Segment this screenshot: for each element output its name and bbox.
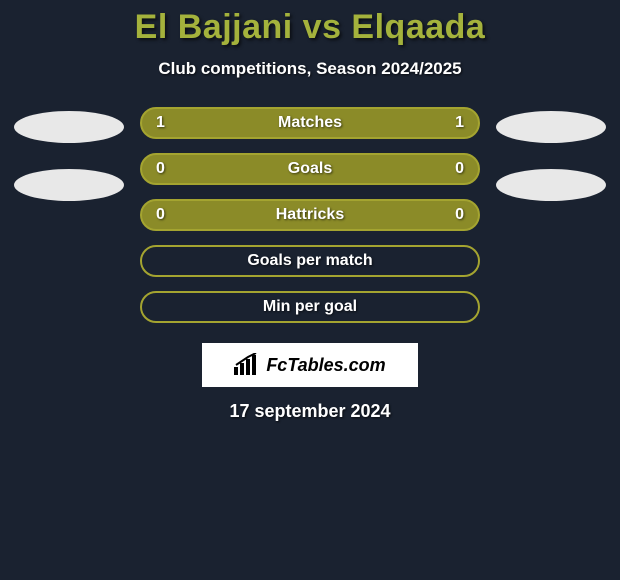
stat-bar: 1Matches1 <box>140 107 480 139</box>
stat-label: Matches <box>165 114 455 132</box>
brand-badge[interactable]: FcTables.com <box>202 343 418 387</box>
team-left-logos <box>14 107 124 201</box>
comparison-area: 1Matches10Goals00Hattricks0Goals per mat… <box>14 107 606 323</box>
stat-content: 1Matches1 <box>142 109 478 137</box>
stat-value-right: 0 <box>455 160 464 178</box>
team-left-logo-2 <box>14 169 124 201</box>
stat-bar: 0Hattricks0 <box>140 199 480 231</box>
stat-value-right: 1 <box>455 114 464 132</box>
stat-label: Min per goal <box>156 298 464 316</box>
stat-value-left: 0 <box>156 206 165 224</box>
stat-content: 0Hattricks0 <box>142 201 478 229</box>
stat-content: 0Goals0 <box>142 155 478 183</box>
stats-column: 1Matches10Goals00Hattricks0Goals per mat… <box>140 107 480 323</box>
stat-bar: Min per goal <box>140 291 480 323</box>
team-right-logo-2 <box>496 169 606 201</box>
generated-date: 17 september 2024 <box>229 401 390 422</box>
stat-label: Goals <box>165 160 455 178</box>
team-right-logos <box>496 107 606 201</box>
chart-icon <box>234 353 260 377</box>
stat-content: Min per goal <box>142 293 478 321</box>
team-left-logo-1 <box>14 111 124 143</box>
page-subtitle: Club competitions, Season 2024/2025 <box>158 59 461 79</box>
stat-value-left: 0 <box>156 160 165 178</box>
stat-value-right: 0 <box>455 206 464 224</box>
stat-bar: 0Goals0 <box>140 153 480 185</box>
stat-bar: Goals per match <box>140 245 480 277</box>
team-right-logo-1 <box>496 111 606 143</box>
stat-content: Goals per match <box>142 247 478 275</box>
brand-label: FcTables.com <box>266 355 385 376</box>
stat-value-left: 1 <box>156 114 165 132</box>
page-title: El Bajjani vs Elqaada <box>135 8 486 47</box>
stat-label: Goals per match <box>156 252 464 270</box>
stat-label: Hattricks <box>165 206 455 224</box>
